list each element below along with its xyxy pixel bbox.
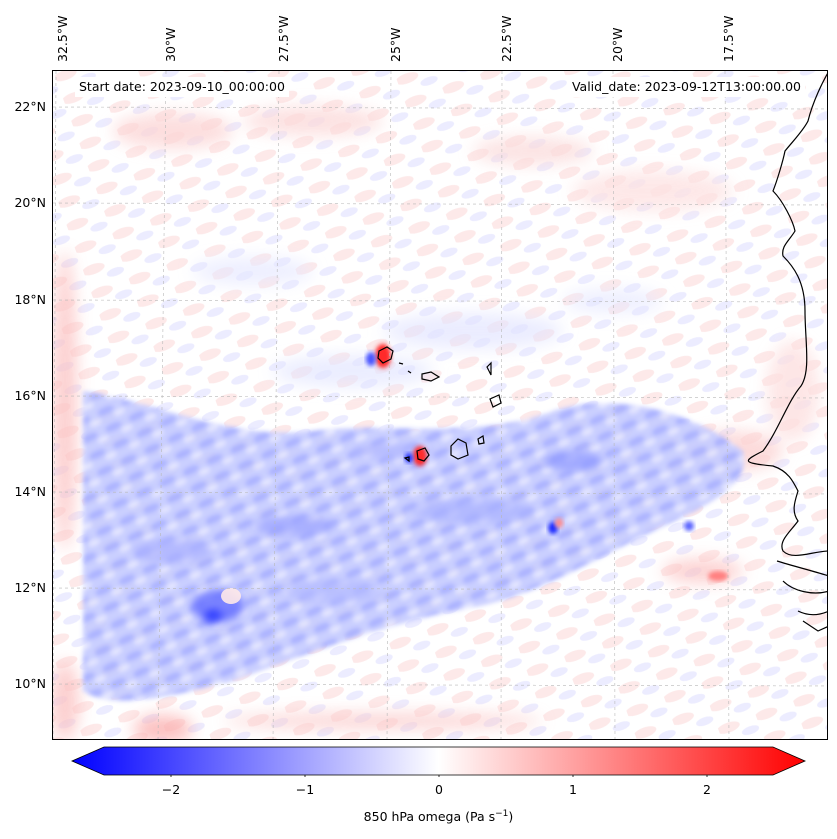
lat-label-14N: 14°N xyxy=(14,484,46,499)
start-date-label: Start date: 2023-09-10_00:00:00 xyxy=(75,77,289,97)
colorbar-tick-label: 1 xyxy=(569,782,577,797)
lat-label-10N: 10°N xyxy=(14,676,46,691)
colorbar-title: 850 hPa omega (Pa s−1) xyxy=(363,809,514,825)
colorbar-gradient xyxy=(71,746,806,776)
lat-label-20N: 20°N xyxy=(14,195,46,210)
colorbar-bar xyxy=(71,746,806,779)
lon-label-17.5W: 17.5°W xyxy=(721,15,736,62)
map-panel[interactable]: Start date: 2023-09-10_00:00:00 Valid_da… xyxy=(52,70,828,740)
colorbar-tick-label: −2 xyxy=(161,782,181,797)
lon-label-20W: 20°W xyxy=(610,27,625,62)
lat-label-12N: 12°N xyxy=(14,580,46,595)
island-signals xyxy=(366,344,728,581)
colorbar-units-exponent: −1 xyxy=(495,809,509,819)
lon-label-25W: 25°W xyxy=(388,27,403,62)
descent-band xyxy=(83,391,745,701)
coastline xyxy=(747,73,827,632)
lon-label-30W: 30°W xyxy=(163,27,178,62)
colorbar-tick-label: 2 xyxy=(703,782,711,797)
colorbar-variable: 850 hPa omega xyxy=(363,809,462,825)
lon-label-27.5W: 27.5°W xyxy=(276,15,291,62)
weak-descent-patches xyxy=(193,257,663,387)
lon-label-32.5W: 32.5°W xyxy=(55,15,70,62)
lat-label-18N: 18°N xyxy=(14,292,46,307)
omega-field xyxy=(53,71,827,739)
cape-verde-islands xyxy=(377,346,502,463)
colorbar-units: Pa s xyxy=(470,809,496,825)
colorbar-tick-label: 0 xyxy=(435,782,443,797)
graticule xyxy=(53,71,827,739)
lat-label-16N: 16°N xyxy=(14,388,46,403)
lat-label-22N: 22°N xyxy=(14,99,46,114)
colorbar: −2 −1 0 1 2 850 hPa omega (Pa s−1) xyxy=(70,745,807,835)
valid-date-label: Valid_date: 2023-09-12T13:00:00.00 xyxy=(567,77,805,97)
colorbar-tick-label: −1 xyxy=(295,782,315,797)
lon-label-22.5W: 22.5°W xyxy=(499,15,514,62)
